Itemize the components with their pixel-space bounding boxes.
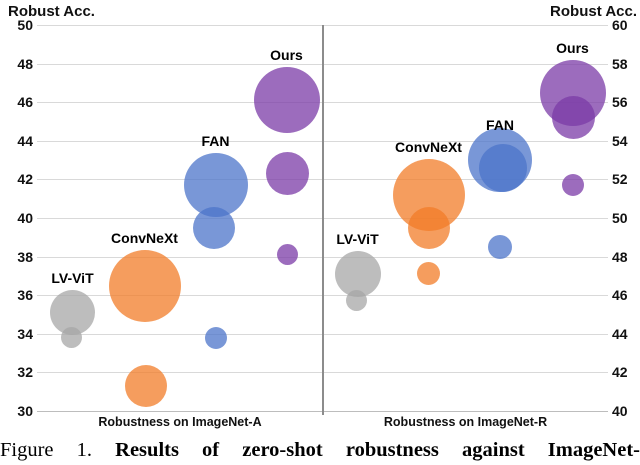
series-label-lv-vit: LV-ViT [51, 270, 94, 287]
xlabel-imagenet-r: Robustness on ImageNet-R [383, 415, 548, 429]
y-tick-label-left: 40 [17, 210, 33, 226]
bubble-fan-small [488, 234, 512, 259]
bubble-fan-medium [193, 206, 235, 249]
caption-text: Results of zero-shot robustness against … [115, 439, 640, 461]
series-label-fan: FAN [486, 117, 514, 134]
bubble-ours-medium [265, 152, 309, 196]
y-tick-label-right: 52 [612, 171, 628, 188]
y-tick-label-left: 30 [17, 403, 33, 419]
bubble-convnext-small [417, 262, 440, 286]
bubble-ours-medium [552, 96, 595, 140]
bubble-ours-small [561, 174, 584, 197]
bubble-convnext-medium [124, 364, 167, 407]
bubble-fan-medium [479, 143, 527, 192]
bubble-chart: Robust Acc. Robust Acc. 50 60 48 58 46 56 44 54… [8, 3, 637, 429]
bubble-convnext-medium [408, 206, 450, 249]
bubble-convnext-large [108, 249, 181, 322]
y-tick-label-left: 38 [17, 248, 33, 265]
bubble-fan-small [204, 326, 227, 349]
bubble-lv-vit-small [346, 290, 367, 312]
y-tick-label-left: 50 [17, 17, 33, 33]
series-label-lv-vit: LV-ViT [336, 230, 379, 247]
bubble-fan-large [183, 153, 248, 218]
y-tick-label-right: 46 [612, 287, 628, 304]
right-axis-title: Robust Acc. [550, 3, 637, 20]
y-tick-label-left: 32 [17, 364, 33, 381]
series-label-convnext: ConvNeXt [111, 229, 178, 246]
series-label-ours: Ours [270, 47, 303, 64]
y-tick-label-right: 44 [612, 325, 628, 342]
y-tick-label-right: 56 [612, 94, 628, 111]
bubble-ours-small [276, 244, 298, 266]
series-label-convnext: ConvNeXt [395, 138, 462, 155]
left-axis-title: Robust Acc. [8, 3, 95, 20]
y-tick-label-left: 42 [17, 171, 33, 188]
caption-figure-number: Figure 1. [0, 439, 93, 461]
y-tick-label-right: 60 [612, 17, 628, 33]
y-tick-label-right: 58 [612, 55, 628, 72]
y-tick-label-right: 42 [612, 364, 628, 381]
figure-caption: Figure 1. Results of zero-shot robustnes… [0, 436, 640, 465]
y-tick-label-right: 40 [612, 403, 628, 419]
bubble-lv-vit-medium [334, 250, 381, 297]
panel-divider-line [322, 25, 324, 415]
y-tick-label-left: 44 [17, 132, 33, 149]
y-tick-label-left: 46 [17, 94, 33, 111]
y-tick-label-right: 48 [612, 248, 628, 265]
series-label-fan: FAN [201, 133, 230, 150]
xlabel-imagenet-a: Robustness on ImageNet-A [98, 415, 262, 429]
series-label-ours: Ours [556, 39, 589, 56]
bubble-lv-vit-small [61, 327, 82, 349]
y-tick-label-left: 34 [17, 325, 33, 342]
bubble-ours-large [253, 67, 320, 134]
y-tick-label-right: 50 [612, 210, 628, 226]
y-tick-label-right: 54 [612, 132, 628, 149]
y-tick-label-left: 48 [17, 55, 33, 72]
y-tick-label-left: 36 [17, 287, 33, 304]
